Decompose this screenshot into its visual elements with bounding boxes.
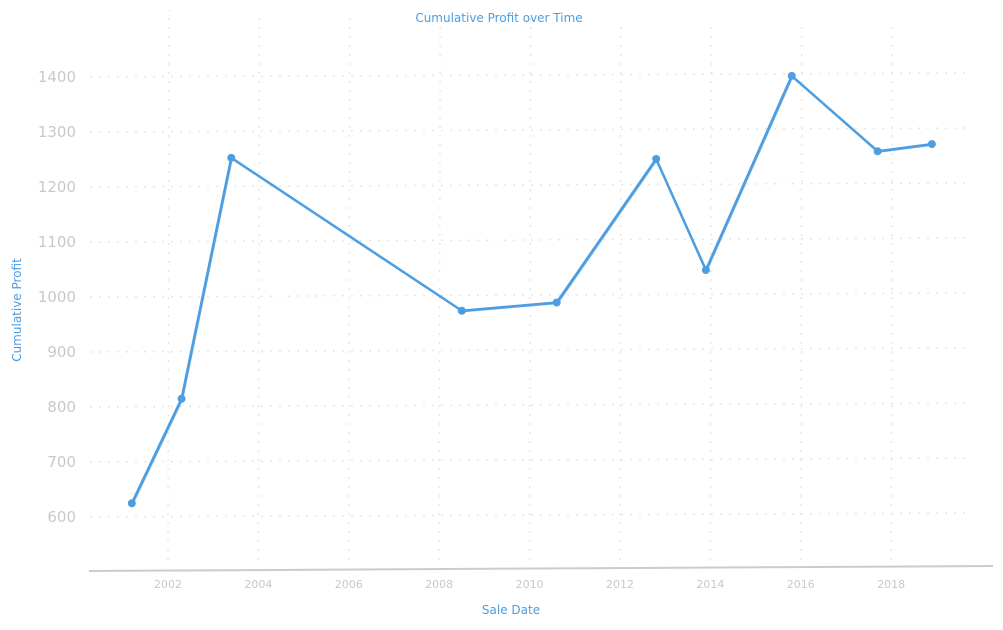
data-point — [127, 499, 136, 508]
chart-title: Cumulative Profit over Time — [415, 11, 582, 25]
grid — [89, 9, 971, 561]
x-axis-label: Sale Date — [482, 603, 540, 617]
x-tick-label: 2002 — [154, 578, 182, 591]
grid-line-y — [89, 127, 971, 133]
data-point — [457, 306, 466, 315]
grid-line-x — [619, 19, 622, 561]
grid-line-y — [89, 182, 971, 188]
y-tick-label: 900 — [47, 343, 76, 361]
data-point — [227, 153, 236, 162]
x-tick-label: 2018 — [877, 578, 905, 591]
data-point — [701, 266, 710, 275]
grid-line-x — [257, 11, 261, 561]
x-tick-label: 2016 — [787, 578, 815, 591]
x-axis-line — [88, 565, 994, 572]
x-tick-label: 2004 — [244, 578, 272, 591]
y-tick-label: 800 — [47, 398, 76, 416]
data-point — [177, 394, 186, 403]
y-axis-label: Cumulative Profit — [10, 258, 24, 362]
x-tick-label: 2006 — [335, 578, 363, 591]
y-axis-ticks: 600 700 800 900 1000 1100 1200 1300 1400 — [38, 68, 76, 526]
x-tick-label: 2008 — [425, 578, 453, 591]
x-axis-ticks: 2002 2004 2006 2008 2010 2012 2014 2016 2018 — [154, 578, 905, 591]
grid-line-x — [528, 17, 532, 561]
series-line-sketch — [132, 75, 933, 505]
y-tick-label: 1300 — [38, 123, 76, 141]
y-tick-label: 1400 — [38, 68, 76, 86]
grid-line-y — [89, 292, 971, 298]
x-tick-label: 2014 — [696, 578, 724, 591]
series — [127, 71, 936, 508]
grid-line-y — [89, 237, 971, 243]
y-tick-label: 1100 — [38, 233, 76, 251]
y-tick-label: 700 — [47, 453, 76, 471]
grid-line-x — [348, 13, 351, 561]
grid-line-x — [709, 21, 713, 561]
y-tick-label: 1000 — [38, 288, 76, 306]
grid-line-x — [438, 15, 441, 561]
grid-line-x — [800, 23, 803, 561]
data-point — [927, 140, 936, 149]
x-tick-label: 2010 — [516, 578, 544, 591]
data-point — [552, 298, 561, 307]
data-point — [652, 154, 661, 163]
data-point — [787, 71, 796, 80]
y-tick-label: 600 — [47, 508, 76, 526]
grid-line-x — [167, 9, 170, 561]
x-tick-label: 2012 — [606, 578, 634, 591]
series-line — [130, 74, 933, 504]
y-tick-label: 1200 — [38, 178, 76, 196]
data-point — [873, 147, 882, 156]
